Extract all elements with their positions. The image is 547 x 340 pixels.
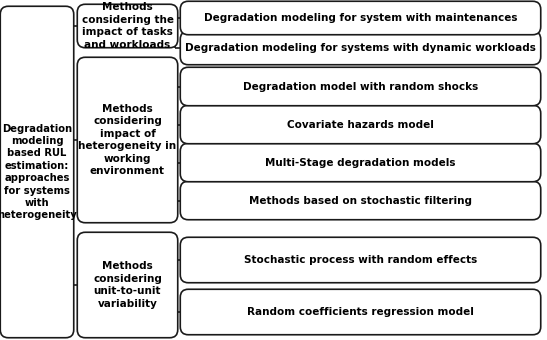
FancyBboxPatch shape [181,1,541,35]
Text: Degradation modeling for system with maintenances: Degradation modeling for system with mai… [203,13,517,23]
Text: Degradation model with random shocks: Degradation model with random shocks [243,82,478,91]
Text: Random coefficients regression model: Random coefficients regression model [247,307,474,317]
FancyBboxPatch shape [181,237,541,283]
Text: Multi-Stage degradation models: Multi-Stage degradation models [265,157,456,168]
Text: Methods
considering the
impact of tasks
and workloads: Methods considering the impact of tasks … [82,2,173,50]
FancyBboxPatch shape [77,57,178,223]
Text: Methods
considering
impact of
heterogeneity in
working
environment: Methods considering impact of heterogene… [78,104,177,176]
FancyBboxPatch shape [181,67,541,106]
Text: Methods based on stochastic filtering: Methods based on stochastic filtering [249,195,472,205]
FancyBboxPatch shape [181,289,541,335]
FancyBboxPatch shape [0,6,74,338]
FancyBboxPatch shape [181,181,541,220]
FancyBboxPatch shape [181,105,541,144]
Text: Degradation
modeling
based RUL
estimation:
approaches
for systems
with
heterogen: Degradation modeling based RUL estimatio… [0,124,77,220]
FancyBboxPatch shape [77,232,178,338]
FancyBboxPatch shape [181,143,541,182]
Text: Covariate hazards model: Covariate hazards model [287,119,434,130]
Text: Methods
considering
unit-to-unit
variability: Methods considering unit-to-unit variabi… [93,261,162,309]
Text: Stochastic process with random effects: Stochastic process with random effects [244,255,477,265]
FancyBboxPatch shape [77,4,178,48]
FancyBboxPatch shape [181,31,541,65]
Text: Degradation modeling for systems with dynamic workloads: Degradation modeling for systems with dy… [185,43,536,53]
